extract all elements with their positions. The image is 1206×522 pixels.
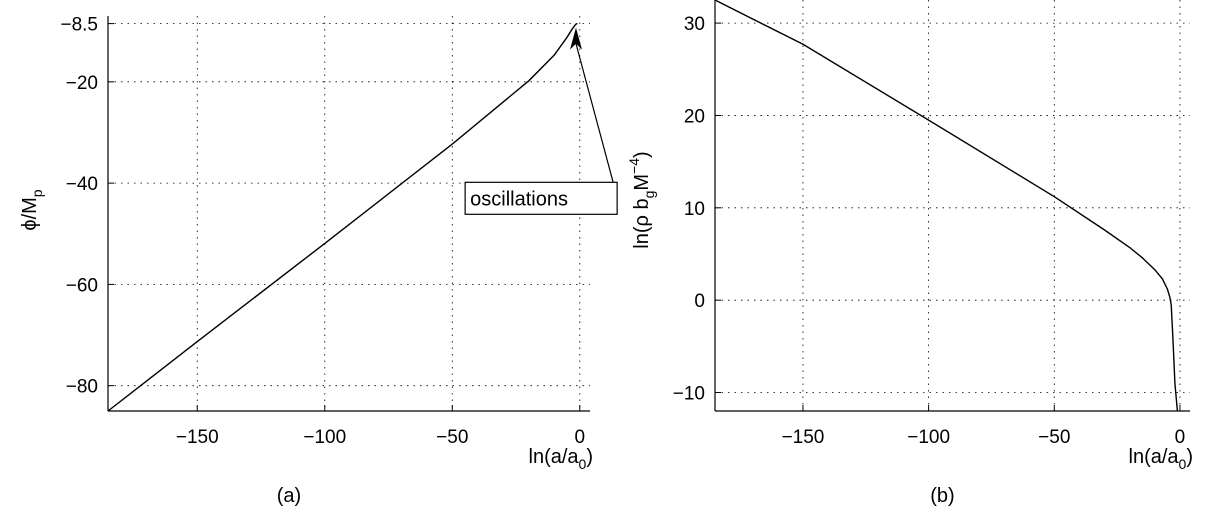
y-axis-label: ϕ/Mp (19, 189, 45, 230)
x-tick-label: −150 (782, 427, 825, 448)
y-tick-label: −20 (66, 73, 98, 94)
x-tick-label: −50 (436, 427, 468, 448)
series-line (714, 0, 1179, 412)
annotation-arrowhead (569, 27, 582, 50)
x-tick-label: −100 (303, 427, 346, 448)
y-tick-label: −8.5 (60, 15, 98, 36)
annotation-text: oscillations (470, 188, 568, 210)
y-tick-label: 20 (684, 106, 705, 127)
x-tick-label: −50 (1038, 427, 1070, 448)
panel-caption: (b) (930, 485, 954, 507)
y-tick-label: 10 (684, 199, 705, 220)
y-tick-label: 0 (694, 291, 705, 312)
y-tick-label: −80 (66, 377, 98, 398)
y-tick-label: −10 (673, 384, 705, 405)
panel-caption: (a) (277, 485, 301, 507)
annotation-arrow (575, 43, 614, 183)
x-tick-label: 0 (575, 427, 586, 448)
y-tick-label: −40 (66, 174, 98, 195)
annotation-box (464, 181, 618, 215)
x-tick-label: −150 (176, 427, 219, 448)
x-tick-label: 0 (1175, 427, 1186, 448)
x-tick-label: −100 (907, 427, 950, 448)
x-axis-label: ln(a/a0) (1129, 446, 1194, 472)
x-axis-label: ln(a/a0) (529, 446, 594, 472)
y-axis-label: ln(ρ bgM−4) (626, 151, 657, 248)
series-line (107, 22, 578, 412)
panel-a: −150 −100 −50 0 −80 −60 −40 −20 −8.5 ln(a/a0) (a) ϕ… (19, 15, 618, 507)
y-tick-label: 30 (684, 14, 705, 35)
y-tick-label: −60 (66, 275, 98, 296)
